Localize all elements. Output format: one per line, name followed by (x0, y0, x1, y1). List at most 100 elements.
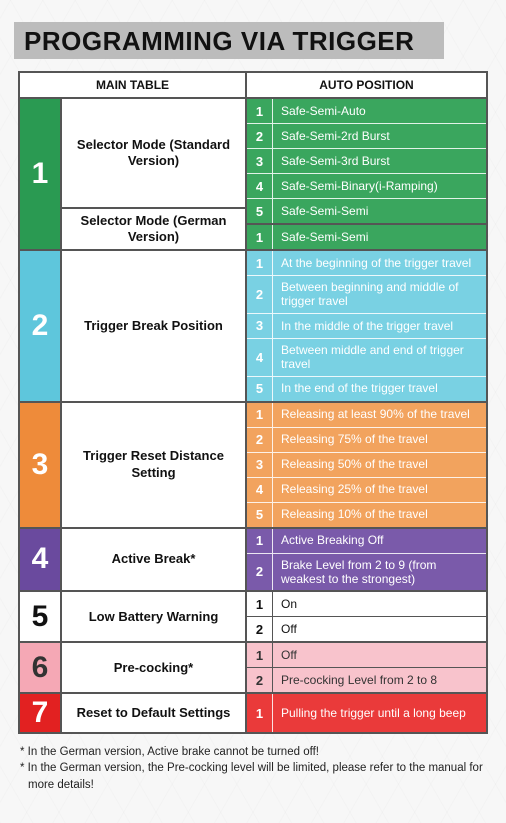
row-value: Releasing 75% of the travel (273, 428, 486, 452)
selector-mode-german-label: Selector Mode (German Version) (62, 207, 245, 250)
table-row: 2Off (247, 616, 486, 641)
row-value: Pre-cocking Level from 2 to 8 (273, 668, 486, 692)
row-value: Between middle and end of trigger travel (273, 339, 486, 376)
section-number: 5 (20, 592, 62, 641)
table-row: 5In the end of the trigger travel (247, 376, 486, 401)
table-row: 1On (247, 592, 486, 616)
table-row: 1At the beginning of the trigger travel (247, 251, 486, 275)
row-index: 2 (247, 276, 273, 313)
page-title: PROGRAMMING VIA TRIGGER (24, 26, 414, 57)
section-number: 3 (20, 403, 62, 527)
row-index: 2 (247, 428, 273, 452)
footnote-1: * In the German version, Active brake ca… (20, 744, 486, 760)
table-row: 4Releasing 25% of the travel (247, 477, 486, 502)
row-index: 1 (247, 694, 273, 732)
row-index: 2 (247, 554, 273, 591)
table-row: 5Safe-Semi-Semi (247, 198, 486, 223)
row-index: 1 (247, 643, 273, 667)
row-value: Safe-Semi-3rd Burst (273, 149, 486, 173)
row-index: 3 (247, 453, 273, 477)
row-index: 5 (247, 503, 273, 527)
section-4: 4 Active Break* 1Active Breaking Off 2Br… (20, 527, 486, 591)
table-header: MAIN TABLE AUTO POSITION (20, 73, 486, 99)
row-index: 1 (247, 99, 273, 123)
row-index: 1 (247, 251, 273, 275)
row-index: 4 (247, 478, 273, 502)
row-value: Releasing 25% of the travel (273, 478, 486, 502)
table-row: 1Releasing at least 90% of the travel (247, 403, 486, 427)
table-row: 3In the middle of the trigger travel (247, 313, 486, 338)
table-row: 1Pulling the trigger until a long beep (247, 694, 486, 732)
section-5: 5 Low Battery Warning 1On 2Off (20, 590, 486, 641)
table-row: 2Between beginning and middle of trigger… (247, 275, 486, 313)
row-value: Between beginning and middle of trigger … (273, 276, 486, 313)
section-rows: 1On 2Off (247, 592, 486, 641)
row-value: In the middle of the trigger travel (273, 314, 486, 338)
table-row: 3Safe-Semi-3rd Burst (247, 148, 486, 173)
section-mid: Active Break* (62, 529, 247, 591)
table-row: 3Releasing 50% of the travel (247, 452, 486, 477)
row-index: 1 (247, 403, 273, 427)
section-mid: Trigger Break Position (62, 251, 247, 401)
selector-mode-standard-label: Selector Mode (Standard Version) (62, 99, 245, 207)
section-mid: Selector Mode (Standard Version) Selecto… (62, 99, 247, 249)
page-title-wrap: PROGRAMMING VIA TRIGGER (18, 22, 488, 59)
pre-cocking-label: Pre-cocking* (62, 643, 245, 692)
row-value: Brake Level from 2 to 9 (from weakest to… (273, 554, 486, 591)
row-value: Safe-Semi-Semi (273, 225, 486, 249)
row-index: 2 (247, 617, 273, 641)
section-6: 6 Pre-cocking* 1Off 2Pre-cocking Level f… (20, 641, 486, 692)
section-mid: Pre-cocking* (62, 643, 247, 692)
trigger-break-label: Trigger Break Position (62, 251, 245, 401)
section-number: 6 (20, 643, 62, 692)
row-index: 4 (247, 339, 273, 376)
section-rows: 1Releasing at least 90% of the travel 2R… (247, 403, 486, 527)
table-row: 1Active Breaking Off (247, 529, 486, 553)
footnotes: * In the German version, Active brake ca… (18, 744, 488, 792)
section-mid: Low Battery Warning (62, 592, 247, 641)
section-mid: Trigger Reset Distance Setting (62, 403, 247, 527)
table-row: 1Off (247, 643, 486, 667)
row-value: Off (273, 643, 486, 667)
row-index: 3 (247, 149, 273, 173)
row-index: 5 (247, 199, 273, 223)
row-value: In the end of the trigger travel (273, 377, 486, 401)
row-value: Pulling the trigger until a long beep (273, 694, 486, 732)
section-rows: 1Off 2Pre-cocking Level from 2 to 8 (247, 643, 486, 692)
header-auto: AUTO POSITION (247, 73, 486, 97)
row-value: Releasing 50% of the travel (273, 453, 486, 477)
trigger-reset-label: Trigger Reset Distance Setting (62, 403, 245, 527)
footnote-2: * In the German version, the Pre-cocking… (20, 760, 486, 792)
active-break-label: Active Break* (62, 529, 245, 591)
row-index: 1 (247, 225, 273, 249)
section-rows: 1Pulling the trigger until a long beep (247, 694, 486, 732)
table-row: 2Safe-Semi-2rd Burst (247, 123, 486, 148)
table-row: 4Between middle and end of trigger trave… (247, 338, 486, 376)
section-rows: 1Active Breaking Off 2Brake Level from 2… (247, 529, 486, 591)
row-index: 4 (247, 174, 273, 198)
table-row: 5Releasing 10% of the travel (247, 502, 486, 527)
table-row: 1Safe-Semi-Auto (247, 99, 486, 123)
section-number: 1 (20, 99, 62, 249)
section-7: 7 Reset to Default Settings 1Pulling the… (20, 692, 486, 732)
table-row: 4Safe-Semi-Binary(i-Ramping) (247, 173, 486, 198)
section-rows: 1At the beginning of the trigger travel … (247, 251, 486, 401)
section-3: 3 Trigger Reset Distance Setting 1Releas… (20, 401, 486, 527)
row-value: Safe-Semi-Semi (273, 199, 486, 223)
row-value: Safe-Semi-2rd Burst (273, 124, 486, 148)
row-value: Releasing 10% of the travel (273, 503, 486, 527)
programming-table: MAIN TABLE AUTO POSITION 1 Selector Mode… (18, 71, 488, 734)
table-row: 1Safe-Semi-Semi (247, 223, 486, 249)
table-row: 2Pre-cocking Level from 2 to 8 (247, 667, 486, 692)
row-value: At the beginning of the trigger travel (273, 251, 486, 275)
section-1: 1 Selector Mode (Standard Version) Selec… (20, 99, 486, 249)
row-value: Active Breaking Off (273, 529, 486, 553)
row-index: 1 (247, 529, 273, 553)
section-number: 7 (20, 694, 62, 732)
reset-default-label: Reset to Default Settings (62, 694, 245, 732)
table-row: 2Releasing 75% of the travel (247, 427, 486, 452)
section-2: 2 Trigger Break Position 1At the beginni… (20, 249, 486, 401)
section-mid: Reset to Default Settings (62, 694, 247, 732)
header-main: MAIN TABLE (20, 73, 247, 97)
row-value: Safe-Semi-Binary(i-Ramping) (273, 174, 486, 198)
